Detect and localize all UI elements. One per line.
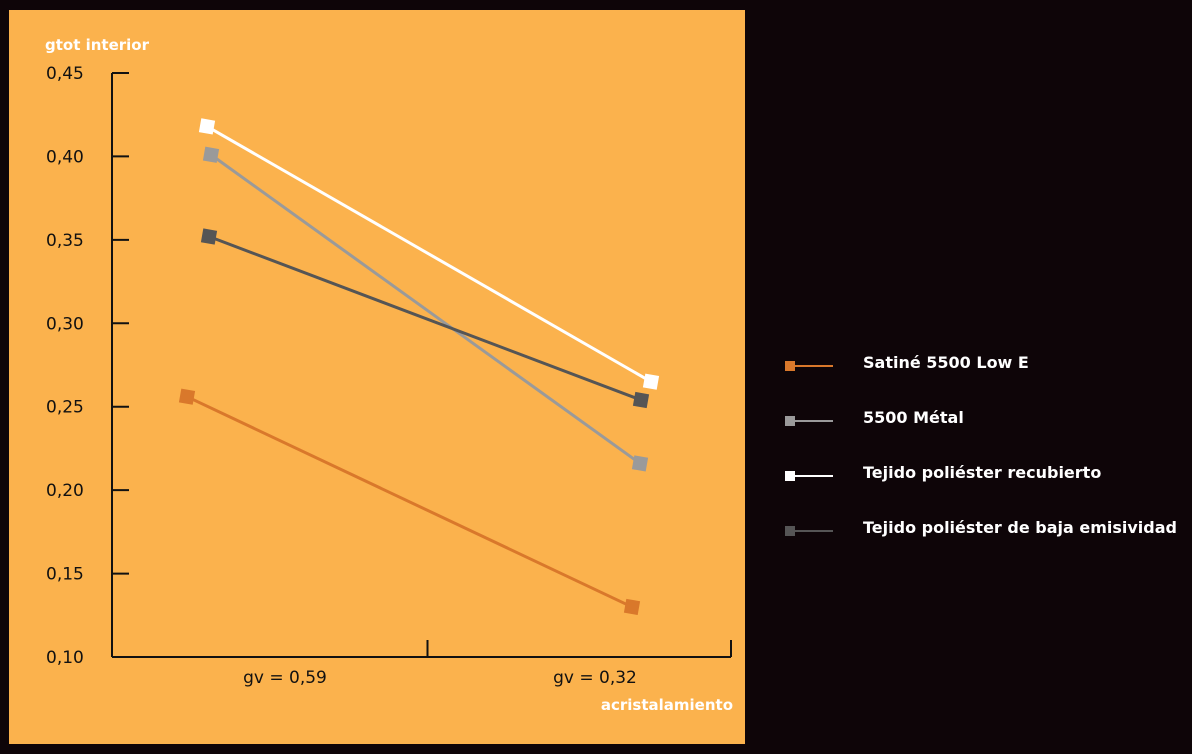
data-point <box>623 598 641 616</box>
series-2 <box>202 146 649 472</box>
legend-label: Satiné 5500 Low E <box>863 353 1029 372</box>
y-tick-label: 0,35 <box>46 231 84 251</box>
series-3 <box>198 118 660 390</box>
y-tick-label: 0,15 <box>46 565 84 585</box>
axes: 0,10 0,15 0,20 0,25 0,30 0,35 0,40 0,45 gv = 0,5… <box>46 64 732 688</box>
data-point <box>632 391 650 409</box>
data-point <box>198 118 216 135</box>
y-tick-label: 0,30 <box>46 314 84 334</box>
data-point <box>631 455 649 472</box>
x-axis-title: acristalamiento <box>601 696 733 714</box>
legend-label: Tejido poliéster de baja emisividad <box>863 518 1177 537</box>
series-1 <box>178 388 641 616</box>
chart-panel: 0,10 0,15 0,20 0,25 0,30 0,35 0,40 0,45 gv = 0,5… <box>9 10 745 744</box>
y-tick-label: 0,45 <box>46 64 84 84</box>
y-tick-label: 0,25 <box>46 398 84 418</box>
legend-label: 5500 Métal <box>863 408 964 427</box>
legend-line <box>795 365 833 367</box>
legend-line <box>795 475 833 477</box>
legend-marker <box>785 416 795 426</box>
y-axis-title: gtot interior <box>45 36 150 54</box>
x-tick-label: gv = 0,32 <box>553 668 637 688</box>
legend-marker <box>785 526 795 536</box>
series-layer <box>178 118 660 616</box>
data-point <box>202 146 220 163</box>
series-4 <box>200 228 650 409</box>
series-line <box>206 125 652 383</box>
y-tick-label: 0,40 <box>46 147 84 167</box>
y-tick-label: 0,10 <box>46 648 84 668</box>
series-line <box>208 235 642 402</box>
legend-marker <box>785 361 795 371</box>
x-tick-label: gv = 0,59 <box>243 668 327 688</box>
data-point <box>178 388 196 405</box>
data-point <box>200 228 218 245</box>
y-tick-label: 0,20 <box>46 481 84 501</box>
legend-label: Tejido poliéster recubierto <box>863 463 1102 482</box>
line-chart: 0,10 0,15 0,20 0,25 0,30 0,35 0,40 0,45 gv = 0,5… <box>45 36 733 714</box>
legend-marker <box>785 471 795 481</box>
series-line <box>186 395 633 609</box>
legend-line <box>795 420 833 422</box>
legend-line <box>795 530 833 532</box>
data-point <box>642 373 660 390</box>
series-line <box>210 153 641 465</box>
